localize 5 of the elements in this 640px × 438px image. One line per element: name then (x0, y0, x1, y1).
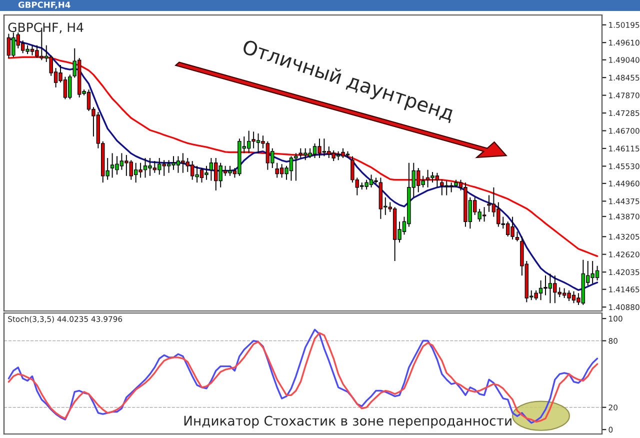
candlestick (515, 231, 520, 242)
annotation: Индикатор Стохастик в зоне перепроданности (184, 416, 512, 428)
text: GBPCHF,H4 (18, 2, 70, 9)
candlestick (209, 158, 214, 182)
text: GBPCHF, H4 (8, 22, 84, 34)
